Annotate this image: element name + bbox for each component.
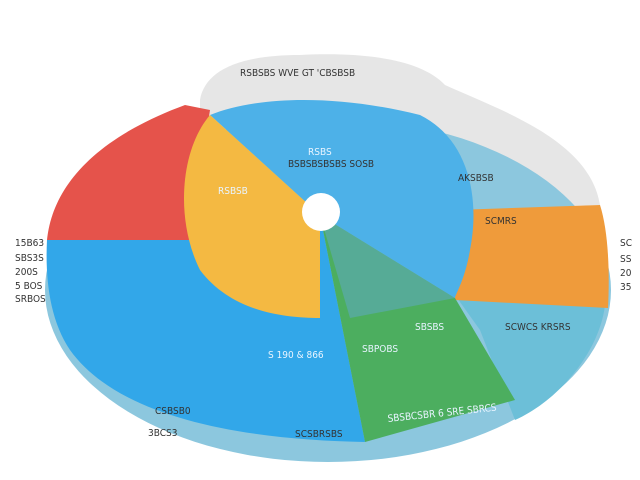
slice-teal bbox=[455, 295, 605, 420]
left-list-3: 5 BOS bbox=[15, 281, 43, 292]
label-orange-side-2: 20 bbox=[620, 268, 632, 279]
slice-teal-overlay bbox=[320, 215, 455, 318]
slice-yellow bbox=[183, 115, 320, 318]
label-blue-left: CSBSB0 bbox=[155, 406, 191, 417]
label-blue-bottom: SCSBRSBS bbox=[295, 429, 343, 440]
left-list-0: 15B63 bbox=[15, 238, 44, 249]
label-orange-side-0: SC bbox=[620, 238, 632, 249]
label-top-blue-2: BSBSBSBSBS SOSB bbox=[288, 159, 374, 170]
label-orange-side-3: 35 bbox=[620, 282, 631, 293]
label-outside-bottom: 3BCS3 bbox=[148, 428, 177, 439]
label-right-gray: AKSBSB bbox=[458, 173, 494, 184]
left-list-2: 200S bbox=[15, 267, 38, 278]
chart-title: RSBSBS WVE GT 'CBSBSB bbox=[240, 68, 355, 79]
center-hole bbox=[302, 193, 340, 231]
label-top-blue-1: RSBS bbox=[308, 147, 332, 158]
slice-red bbox=[47, 105, 210, 240]
left-list-1: SBS3S bbox=[15, 253, 44, 264]
label-yellow: RSBSB bbox=[218, 186, 248, 197]
label-orange: SCMRS bbox=[485, 216, 517, 227]
label-blue-center: S 190 & 866 bbox=[268, 350, 324, 361]
label-green-2: SBSBS bbox=[415, 322, 444, 333]
label-green-1: SBPOBS bbox=[362, 344, 398, 355]
label-orange-side-1: SS bbox=[620, 254, 632, 265]
label-teal: SCWCS KRSRS bbox=[505, 322, 571, 333]
slice-orange bbox=[455, 205, 609, 308]
slice-blue-top bbox=[210, 100, 474, 298]
left-list-4: SRBOS bbox=[15, 294, 46, 305]
